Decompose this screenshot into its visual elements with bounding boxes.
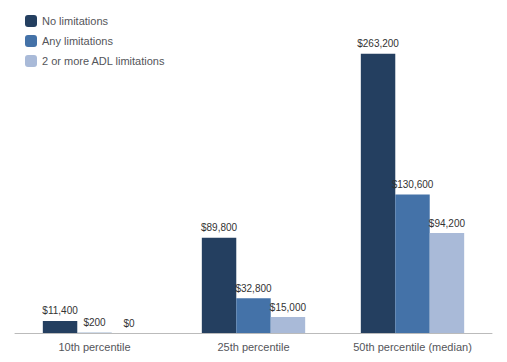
svg-text:No limitations: No limitations (42, 15, 109, 27)
svg-text:$89,800: $89,800 (201, 222, 238, 233)
svg-text:$263,200: $263,200 (357, 38, 399, 49)
svg-text:$11,400: $11,400 (42, 305, 78, 316)
svg-text:$94,200: $94,200 (429, 218, 466, 229)
svg-text:Any limitations: Any limitations (42, 35, 113, 47)
svg-text:$32,800: $32,800 (235, 283, 272, 294)
svg-text:$0: $0 (123, 318, 135, 329)
svg-text:25th percentile: 25th percentile (217, 341, 289, 353)
svg-text:$15,000: $15,000 (270, 302, 307, 313)
svg-text:2 or more ADL limitations: 2 or more ADL limitations (42, 55, 165, 67)
svg-text:$130,600: $130,600 (392, 179, 434, 190)
svg-text:50th percentile (median): 50th percentile (median) (353, 341, 472, 353)
svg-text:10th percentile: 10th percentile (58, 341, 130, 353)
svg-text:$200: $200 (83, 317, 106, 328)
